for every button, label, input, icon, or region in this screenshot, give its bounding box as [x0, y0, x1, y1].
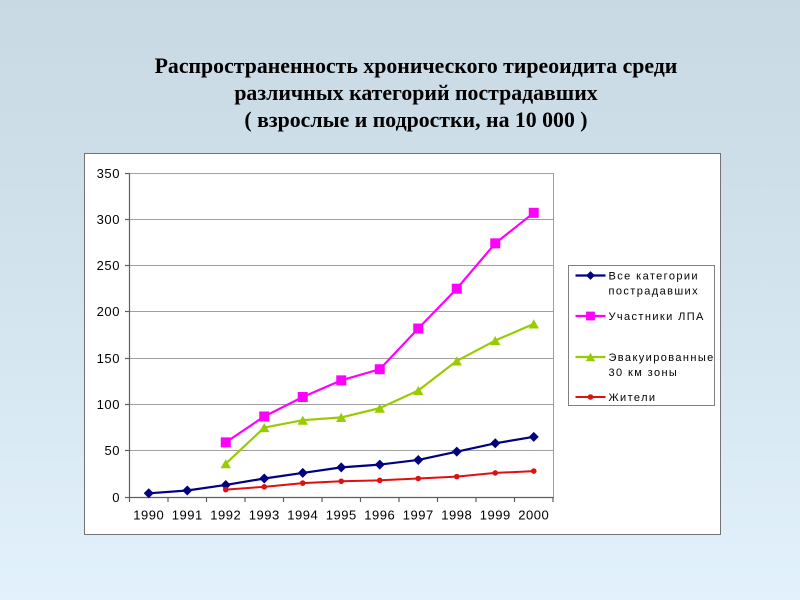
svg-text:0: 0: [112, 490, 120, 505]
svg-text:1992: 1992: [210, 507, 241, 522]
svg-text:Участники ЛПА: Участники ЛПА: [609, 311, 705, 323]
svg-text:Жители: Жители: [609, 392, 657, 404]
svg-text:пострадавших: пострадавших: [609, 285, 700, 297]
svg-text:1998: 1998: [441, 507, 472, 522]
svg-text:1991: 1991: [172, 507, 203, 522]
svg-text:Все категории: Все категории: [609, 270, 699, 282]
svg-text:30 км зоны: 30 км зоны: [609, 367, 679, 379]
svg-text:1993: 1993: [249, 507, 280, 522]
svg-text:1997: 1997: [403, 507, 434, 522]
svg-text:2000: 2000: [518, 507, 549, 522]
svg-text:Эвакуированные: Эвакуированные: [609, 352, 715, 364]
svg-text:200: 200: [97, 304, 120, 319]
svg-text:1999: 1999: [480, 507, 511, 522]
svg-text:1994: 1994: [287, 507, 318, 522]
svg-text:1990: 1990: [133, 507, 164, 522]
svg-text:50: 50: [104, 443, 120, 458]
svg-text:1996: 1996: [364, 507, 395, 522]
svg-text:150: 150: [97, 351, 120, 366]
svg-text:1995: 1995: [326, 507, 357, 522]
svg-text:300: 300: [97, 212, 120, 227]
svg-text:350: 350: [97, 166, 120, 181]
svg-text:250: 250: [97, 258, 120, 273]
svg-text:100: 100: [97, 397, 120, 412]
